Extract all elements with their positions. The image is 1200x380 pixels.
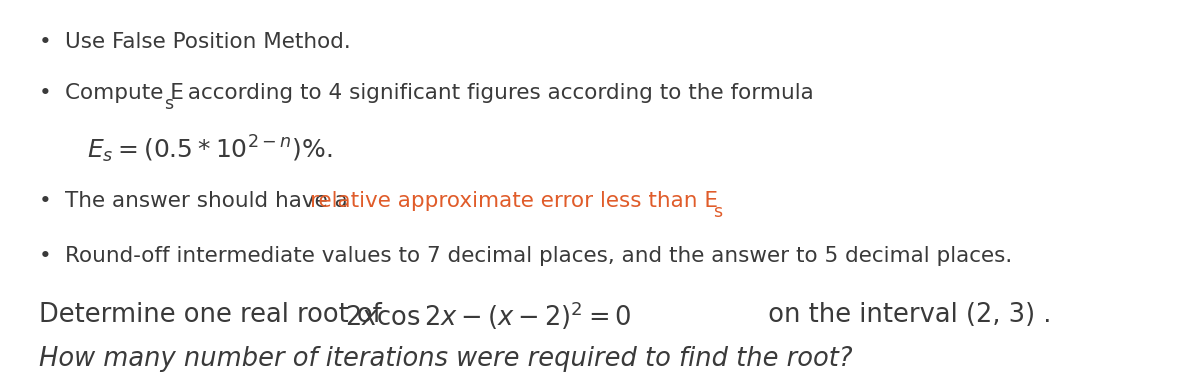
Text: s: s <box>164 95 174 113</box>
Text: according to 4 significant figures according to the formula: according to 4 significant figures accor… <box>181 82 814 103</box>
Text: •: • <box>38 82 52 103</box>
Text: on the interval (2, 3) .: on the interval (2, 3) . <box>751 302 1051 328</box>
Text: Round-off intermediate values to 7 decimal places, and the answer to 5 decimal p: Round-off intermediate values to 7 decim… <box>65 245 1012 266</box>
Text: How many number of iterations were required to find the root?: How many number of iterations were requi… <box>38 346 852 372</box>
Text: relative approximate error less than E: relative approximate error less than E <box>310 191 718 211</box>
Text: •: • <box>38 191 52 211</box>
Text: •: • <box>38 245 52 266</box>
Text: Use False Position Method.: Use False Position Method. <box>65 32 350 52</box>
Text: s: s <box>713 203 722 222</box>
Text: The answer should have a: The answer should have a <box>65 191 354 211</box>
Text: $E_s = \left(0.5 * 10^{2-n}\right)\%$$.$: $E_s = \left(0.5 * 10^{2-n}\right)\%$$.$ <box>88 133 332 165</box>
Text: •: • <box>38 32 52 52</box>
Text: $2x\cos 2x - (x-2)^2 = 0$: $2x\cos 2x - (x-2)^2 = 0$ <box>346 299 631 332</box>
Text: Compute E: Compute E <box>65 82 184 103</box>
Text: Determine one real root of: Determine one real root of <box>38 302 390 328</box>
